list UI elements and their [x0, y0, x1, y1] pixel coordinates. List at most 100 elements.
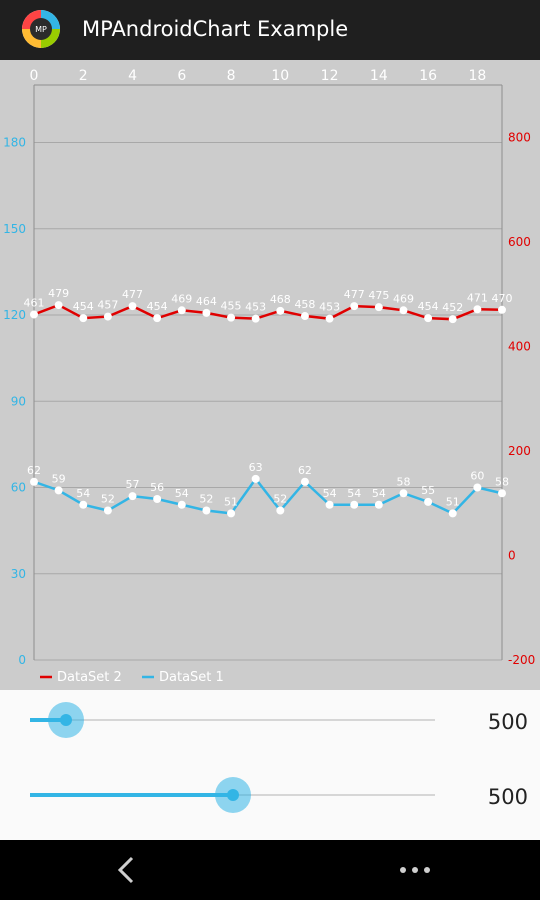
- x-axis-tick: 12: [321, 68, 339, 84]
- data-point: [79, 500, 88, 509]
- action-bar: MP MPAndroidChart Example: [0, 0, 540, 60]
- overflow-menu-icon[interactable]: [398, 862, 432, 878]
- data-label: 52: [273, 493, 287, 506]
- data-point: [103, 312, 112, 321]
- data-point: [251, 314, 260, 323]
- data-point: [79, 314, 88, 323]
- x-axis-tick: 10: [271, 68, 289, 84]
- data-point: [177, 306, 186, 315]
- left-axis-tick: 180: [3, 136, 26, 150]
- x-axis-tick: 8: [227, 68, 236, 84]
- right-axis-tick: 800: [508, 130, 531, 144]
- data-point: [103, 506, 112, 515]
- data-label: 468: [270, 293, 291, 306]
- x-axis-tick: 4: [128, 68, 137, 84]
- data-point: [325, 314, 334, 323]
- left-axis-tick: 90: [11, 394, 26, 408]
- left-axis-tick: 150: [3, 222, 26, 236]
- data-point: [350, 500, 359, 509]
- data-point: [30, 477, 38, 486]
- navigation-bar: [0, 840, 540, 900]
- data-label: 51: [224, 495, 238, 508]
- data-label: 56: [150, 481, 164, 494]
- slider-panel: 500 500: [0, 690, 540, 840]
- data-point: [202, 308, 211, 317]
- series-line-1: [33, 303, 503, 321]
- x-axis-tick: 18: [468, 68, 486, 84]
- data-label: 52: [199, 493, 213, 506]
- back-chevron-icon[interactable]: [112, 855, 142, 885]
- data-label: 455: [221, 300, 242, 313]
- right-axis-tick: -200: [508, 653, 535, 667]
- x-axis-tick: 0: [30, 68, 39, 84]
- data-label: 464: [196, 295, 217, 308]
- data-point: [300, 477, 309, 486]
- data-point: [350, 302, 359, 311]
- data-point: [300, 312, 309, 321]
- data-label: 477: [122, 288, 143, 301]
- data-point: [473, 483, 482, 492]
- data-point: [54, 486, 63, 495]
- slider-y-value: 500: [487, 785, 528, 809]
- slider-fill: [30, 793, 234, 797]
- data-point: [399, 306, 408, 315]
- data-point: [448, 509, 457, 518]
- app-icon-text: MP: [35, 25, 47, 34]
- data-point: [30, 310, 38, 319]
- right-axis-tick: 600: [508, 235, 531, 249]
- data-point: [251, 474, 260, 483]
- data-label: 454: [147, 300, 168, 313]
- data-label: 469: [393, 292, 414, 305]
- data-point: [498, 489, 506, 498]
- slider-thumb[interactable]: [227, 789, 240, 801]
- data-label: 458: [294, 298, 315, 311]
- data-point: [498, 305, 506, 314]
- data-label: 454: [418, 300, 439, 313]
- data-label: 58: [495, 475, 509, 488]
- left-axis-tick: 30: [11, 567, 26, 581]
- data-label: 470: [492, 292, 513, 305]
- data-point: [325, 500, 334, 509]
- data-label: 52: [101, 493, 115, 506]
- data-point: [202, 506, 211, 515]
- slider-track[interactable]: [30, 719, 435, 721]
- data-point: [153, 495, 162, 503]
- data-label: 457: [97, 299, 118, 312]
- data-label: 54: [347, 487, 361, 500]
- data-label: 57: [126, 478, 140, 491]
- data-label: 55: [421, 484, 435, 497]
- data-label: 453: [319, 301, 340, 314]
- right-axis-tick: 200: [508, 444, 531, 458]
- data-point: [276, 306, 285, 315]
- data-label: 60: [470, 470, 484, 483]
- slider-x-value: 500: [487, 710, 528, 734]
- data-point: [227, 313, 236, 322]
- data-label: 454: [73, 300, 94, 313]
- legend-label: DataSet 2: [57, 670, 122, 685]
- data-point: [276, 506, 285, 515]
- chart-area[interactable]: 0 30 60 90 120 150 180 -200 0 200 400 600 800 0 2 4 6 8 10…: [0, 60, 540, 690]
- legend-label: DataSet 1: [159, 670, 224, 685]
- data-point: [128, 492, 137, 501]
- data-label: 63: [249, 461, 263, 474]
- data-label: 453: [245, 301, 266, 314]
- data-label: 461: [24, 296, 45, 309]
- slider-thumb[interactable]: [60, 714, 73, 726]
- x-axis-tick: 16: [419, 68, 437, 84]
- data-point: [399, 489, 408, 498]
- data-label: 54: [323, 487, 337, 500]
- data-label: 54: [175, 487, 189, 500]
- data-label: 54: [372, 487, 386, 500]
- data-label: 62: [298, 464, 312, 477]
- data-label: 471: [467, 291, 488, 304]
- slider-fill: [30, 718, 67, 722]
- series-line-2: [33, 476, 503, 515]
- data-label: 479: [48, 287, 69, 300]
- left-axis-tick: 120: [3, 308, 26, 322]
- data-point: [374, 500, 383, 509]
- data-label: 469: [171, 292, 192, 305]
- data-point: [473, 305, 482, 314]
- data-point: [153, 314, 162, 323]
- mp-app-icon[interactable]: MP: [21, 9, 61, 49]
